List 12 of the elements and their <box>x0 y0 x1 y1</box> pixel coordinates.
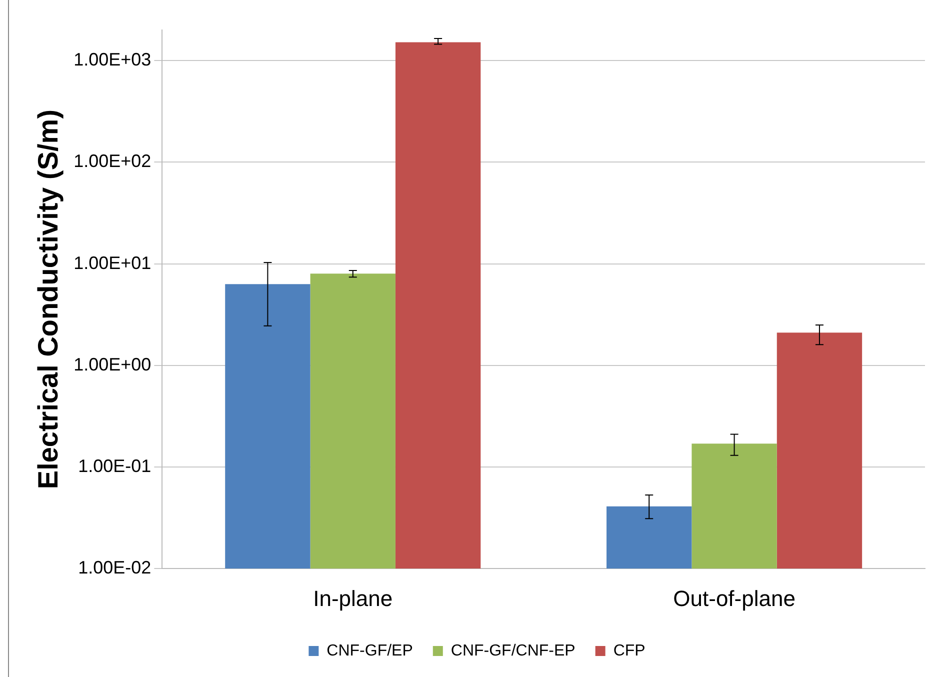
y-tick-label: 1.00E-01 <box>78 456 152 476</box>
y-tick-label: 1.00E+02 <box>74 151 152 172</box>
y-tick-label: 1.00E+00 <box>74 354 152 374</box>
x-tick-label: In-plane <box>313 586 393 611</box>
legend-label: CNF-GF/CNF-EP <box>450 642 576 660</box>
y-tick-label: 1.00E-02 <box>78 558 152 578</box>
y-tick-label: 1.00E+01 <box>74 252 152 273</box>
legend-label: CNF-GF/EP <box>326 642 413 660</box>
y-axis-title: Electrical Conductivity (S/m) <box>32 109 64 490</box>
y-tick-label: 1.00E+03 <box>74 50 152 70</box>
legend-label: CFP <box>613 642 646 660</box>
x-tick-label: Out-of-plane <box>673 586 796 611</box>
